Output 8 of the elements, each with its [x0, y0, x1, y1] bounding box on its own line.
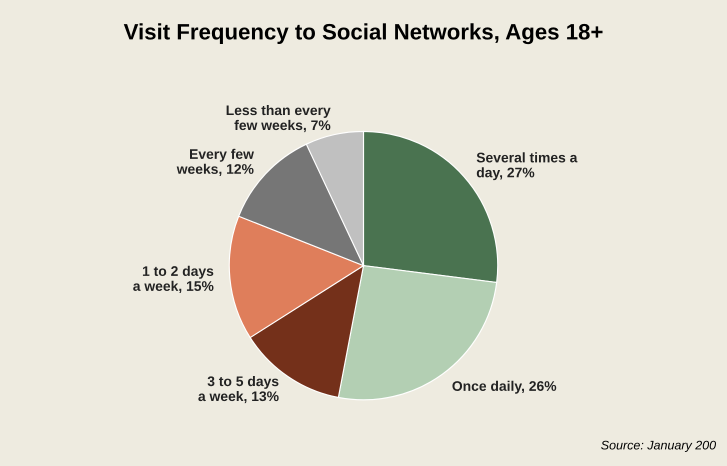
chart-title: Visit Frequency to Social Networks, Ages 18+ [124, 23, 603, 44]
slice-label: Less than every few weeks, 7% [226, 104, 331, 132]
slice-label: 1 to 2 days a week, 15% [133, 266, 214, 293]
slice-label: Several times a day, 27% [476, 152, 578, 180]
slice-label: Once daily, 26% [452, 380, 556, 394]
slice-label: 3 to 5 days a week, 13% [198, 376, 279, 404]
source-note: Source: January 200 [601, 440, 716, 452]
slice-label: Every few weeks, 12% [176, 148, 254, 176]
